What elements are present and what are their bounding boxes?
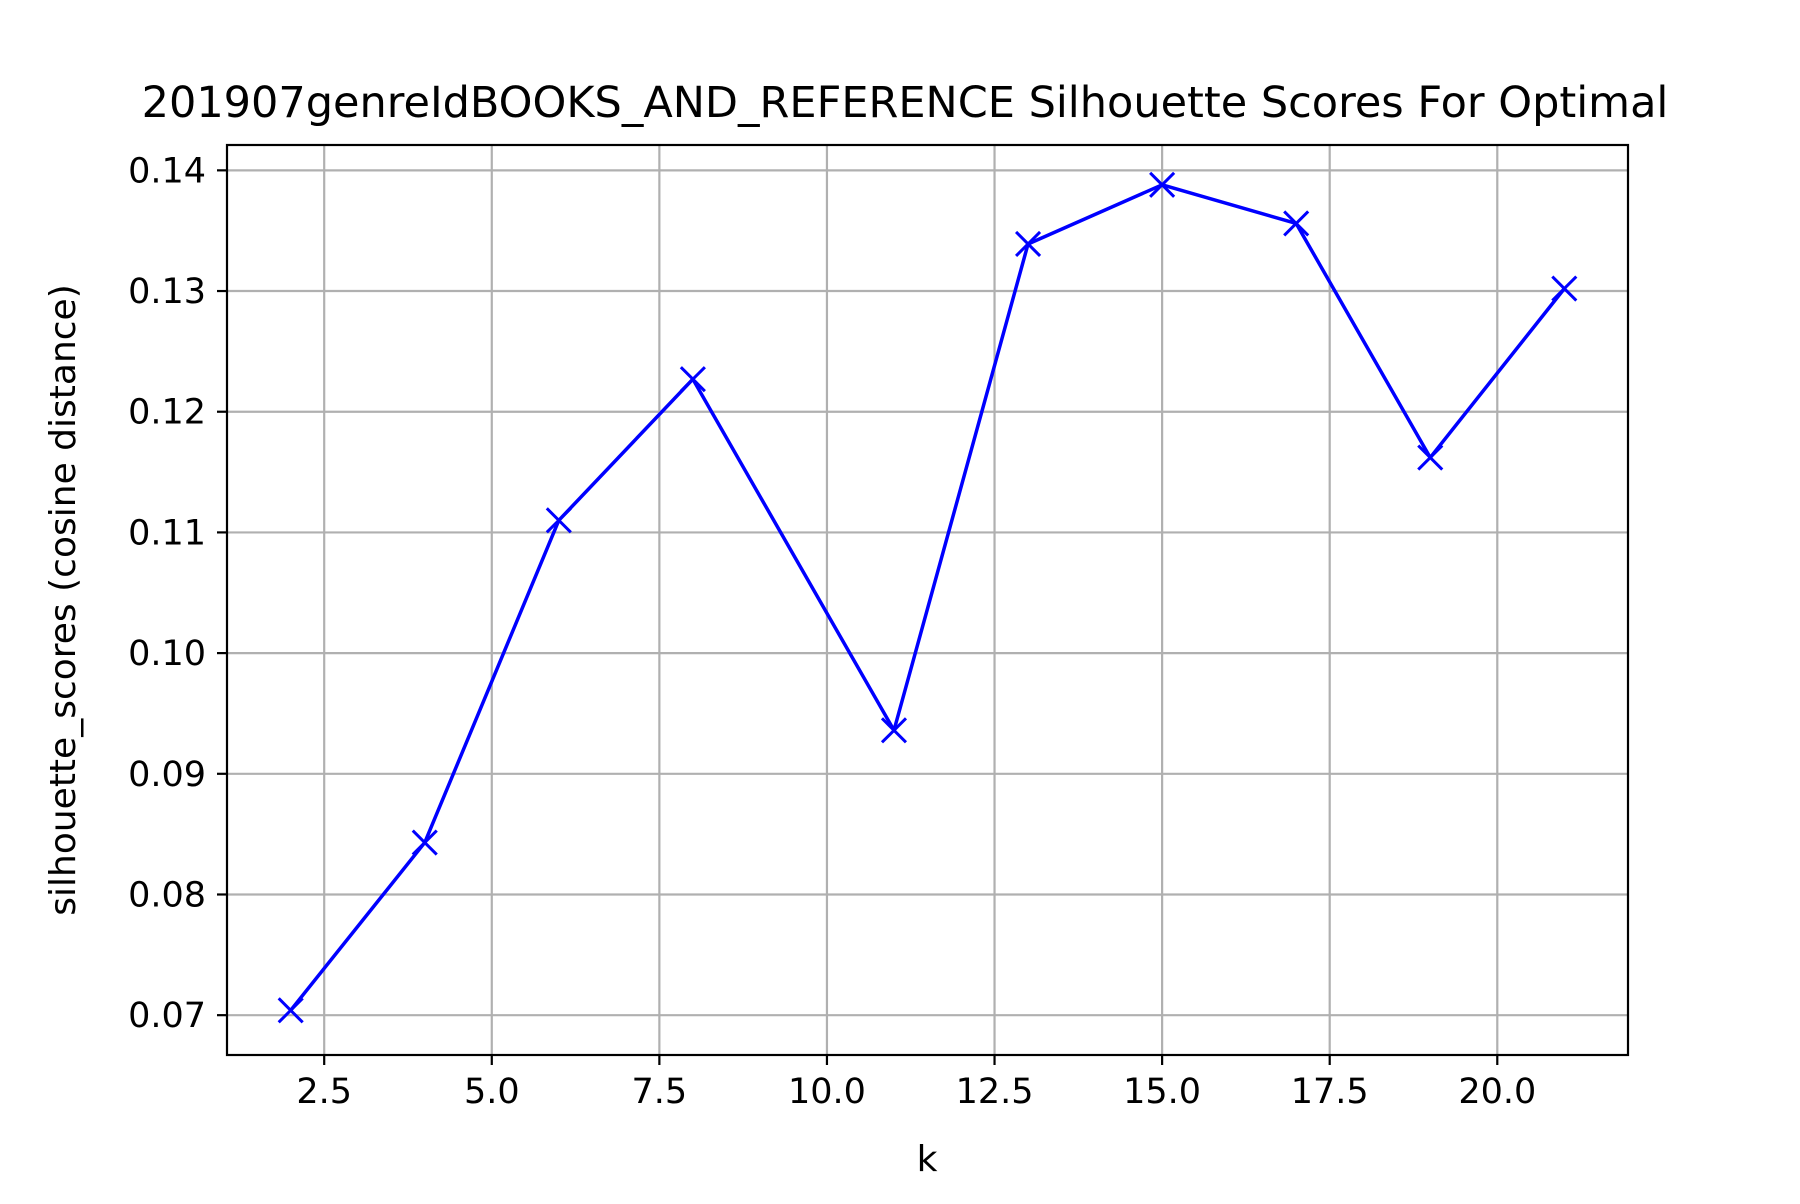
chart-title: 201907genreIdBOOKS_AND_REFERENCE Silhoue… [142, 78, 1669, 128]
x-tick-label: 7.5 [632, 1072, 688, 1112]
x-tick-label: 17.5 [1291, 1072, 1369, 1112]
y-tick-label: 0.10 [128, 634, 206, 674]
data-point-stroke [1283, 210, 1310, 237]
grid [227, 145, 1628, 1055]
y-tick-label: 0.11 [128, 513, 206, 553]
y-axis-ticks: 0.07 0.08 0.09 0.10 0.11 0.12 0.13 0.14 [128, 151, 227, 1036]
data-point-stroke [1551, 275, 1578, 302]
x-tick-label: 2.5 [296, 1072, 352, 1112]
data-point [545, 507, 572, 534]
data-point [880, 717, 908, 744]
data-point-stroke [277, 997, 304, 1024]
y-tick-label: 0.13 [128, 272, 206, 312]
x-axis-ticks: 2.5 5.0 7.5 10.0 12.5 15.0 17.5 20.0 [296, 1055, 1536, 1112]
x-tick-label: 20.0 [1458, 1072, 1536, 1112]
y-tick-label: 0.12 [128, 393, 206, 433]
data-point-stroke [545, 507, 572, 534]
data-point [1014, 230, 1042, 258]
data-point [1283, 210, 1310, 237]
x-tick-label: 5.0 [464, 1072, 520, 1112]
x-tick-label: 10.0 [788, 1072, 866, 1112]
x-tick-label: 15.0 [1123, 1072, 1201, 1112]
x-tick-label: 12.5 [956, 1072, 1034, 1112]
series-line [289, 183, 1566, 1012]
y-tick-label: 0.14 [128, 151, 206, 191]
y-axis-label: silhouette_scores (cosine distance) [43, 284, 84, 916]
data-point-stroke [880, 717, 908, 744]
data-point-stroke [411, 829, 438, 856]
data-point [277, 997, 304, 1024]
y-tick-label: 0.08 [128, 875, 206, 915]
data-point [1149, 171, 1176, 198]
data-point [679, 366, 706, 393]
y-tick-label: 0.07 [128, 996, 206, 1036]
data-point [1551, 275, 1578, 302]
data-point [1417, 444, 1444, 471]
markers [277, 171, 1578, 1024]
plot-frame [225, 143, 1630, 1057]
data-point-stroke [1014, 230, 1042, 258]
data-point [411, 829, 438, 856]
y-tick-label: 0.09 [128, 755, 206, 795]
data-point-stroke [1149, 171, 1176, 198]
data-point-stroke [1417, 444, 1444, 471]
series-line-layer [289, 183, 1566, 1012]
x-axis-label: k [917, 1139, 938, 1180]
data-point-stroke [679, 366, 706, 393]
